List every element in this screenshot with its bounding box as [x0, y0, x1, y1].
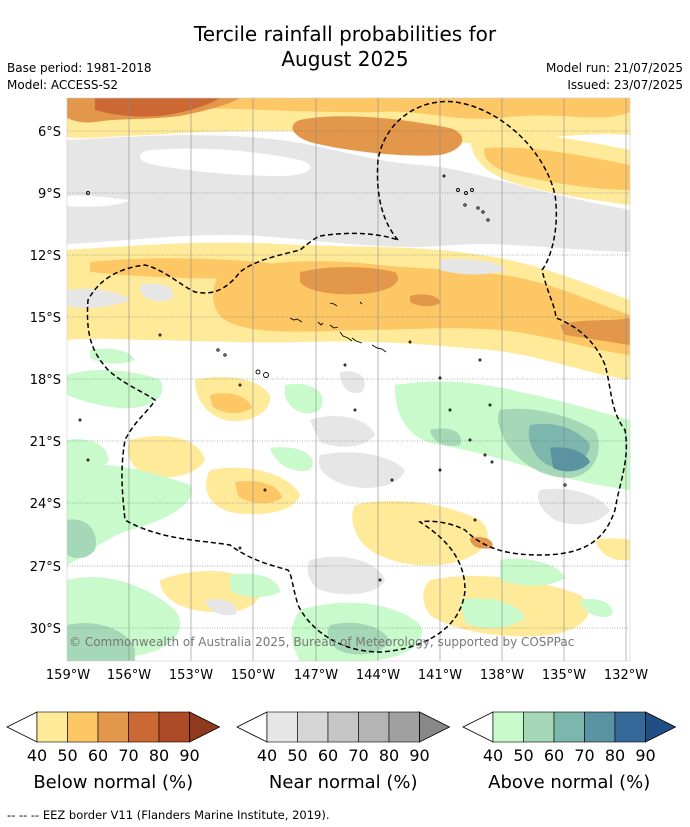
colorbar-segment — [158, 711, 190, 743]
colorbar-tick-label: 80 — [379, 746, 399, 765]
lon-labels: 159°W 156°W 153°W 150°W 147°W 144°W 141°… — [46, 668, 648, 683]
colorbar-tick-label: 80 — [605, 746, 625, 765]
title-line-2: August 2025 — [281, 47, 409, 71]
colorbar-segment — [97, 711, 129, 743]
eez-legend-footer: -- -- -- EEZ border V11 (Flanders Marine… — [7, 808, 330, 822]
lon-label: 150°W — [231, 668, 275, 683]
lon-label: 138°W — [480, 668, 524, 683]
lon-label: 135°W — [542, 668, 586, 683]
colorbar-segment — [553, 711, 585, 743]
colorbar-high-extension — [645, 711, 677, 743]
colorbar-high-extension — [189, 711, 221, 743]
colorbar-tick-label: 40 — [257, 746, 277, 765]
colorbar-segment — [266, 711, 298, 743]
colorbar-3: 40 50 60 70 80 90 Above normal (%) — [462, 711, 677, 793]
model-name: Model: ACCESS-S2 — [7, 78, 119, 92]
colorbar-segment — [388, 711, 420, 743]
lon-label: 156°W — [107, 668, 151, 683]
colorbar-high-extension — [419, 711, 451, 743]
colorbar-label: Near normal (%) — [269, 772, 418, 793]
lat-label: 18°S — [30, 373, 61, 388]
colorbar-tick-label: 50 — [513, 746, 533, 765]
colorbar-low-extension — [236, 711, 268, 743]
colorbar-tick-label: 40 — [27, 746, 47, 765]
colorbar-segment — [492, 711, 524, 743]
lat-label: 27°S — [30, 560, 61, 575]
lon-label: 132°W — [604, 668, 648, 683]
colorbar-label: Below normal (%) — [33, 772, 193, 793]
islands — [78, 174, 567, 582]
lat-label: 9°S — [38, 187, 61, 202]
copyright-notice: © Commonwealth of Australia 2025, Bureau… — [69, 635, 574, 649]
colorbar-segment — [67, 711, 99, 743]
lon-label: 141°W — [418, 668, 462, 683]
colorbar-tick-label: 50 — [57, 746, 77, 765]
colorbar-segment — [128, 711, 160, 743]
colorbar-1: 40 50 60 70 80 90 Below normal (%) — [6, 711, 221, 793]
lon-label: 147°W — [294, 668, 338, 683]
colorbar-tick-label: 80 — [149, 746, 169, 765]
chart-title: Tercile rainfall probabilities for Augus… — [0, 22, 690, 72]
colorbar-tick-label: 60 — [544, 746, 564, 765]
colorbar-2: 40 50 60 70 80 90 Near normal (%) — [236, 711, 451, 793]
colorbar-segment — [297, 711, 329, 743]
lat-label: 12°S — [30, 249, 61, 264]
colorbar-tick-label: 50 — [287, 746, 307, 765]
colorbar-label: Above normal (%) — [488, 772, 650, 793]
colorbar-tick-label: 60 — [318, 746, 338, 765]
colorbar-segment — [327, 711, 359, 743]
map-field — [67, 98, 630, 661]
colorbar-segment — [614, 711, 646, 743]
meridians — [128, 98, 627, 661]
model-run: Model run: 21/07/2025 — [545, 61, 683, 75]
lon-label: 144°W — [356, 668, 400, 683]
lon-label: 159°W — [46, 668, 90, 683]
colorbar-tick-label: 70 — [118, 746, 138, 765]
meta-left: Base period: 1981-2018 Model: ACCESS-S2 — [7, 60, 152, 94]
lat-label: 15°S — [30, 311, 61, 326]
colorbars: 40 50 60 70 80 90 Below normal (%) 40 50 60 70 80 90… — [6, 711, 677, 793]
lat-label: 21°S — [30, 435, 61, 450]
colorbar-tick-label: 90 — [635, 746, 655, 765]
base-period: Base period: 1981-2018 — [7, 61, 152, 75]
colorbar-tick-label: 60 — [88, 746, 108, 765]
colorbar-low-extension — [6, 711, 38, 743]
title-line-1: Tercile rainfall probabilities for — [193, 22, 497, 46]
colorbar-tick-label: 70 — [574, 746, 594, 765]
lat-label: 6°S — [38, 125, 61, 140]
eez-border — [86, 100, 628, 653]
colorbar-segment — [584, 711, 616, 743]
colorbar-tick-label: 70 — [348, 746, 368, 765]
colorbar-segment — [36, 711, 68, 743]
colorbar-tick-label: 40 — [483, 746, 503, 765]
colorbar-low-extension — [462, 711, 494, 743]
colorbar-tick-label: 90 — [409, 746, 429, 765]
lon-label: 153°W — [169, 668, 213, 683]
lat-label: 30°S — [30, 622, 61, 637]
lat-label: 24°S — [30, 497, 61, 512]
lat-labels: 6°S 9°S 12°S 15°S 18°S 21°S 24°S 27°S 30… — [30, 125, 61, 637]
colorbar-tick-label: 90 — [179, 746, 199, 765]
colorbar-segment — [358, 711, 390, 743]
meta-right: Model run: 21/07/2025 Issued: 23/07/2025 — [546, 60, 683, 94]
issued-date: Issued: 23/07/2025 — [567, 78, 683, 92]
colorbar-segment — [523, 711, 555, 743]
